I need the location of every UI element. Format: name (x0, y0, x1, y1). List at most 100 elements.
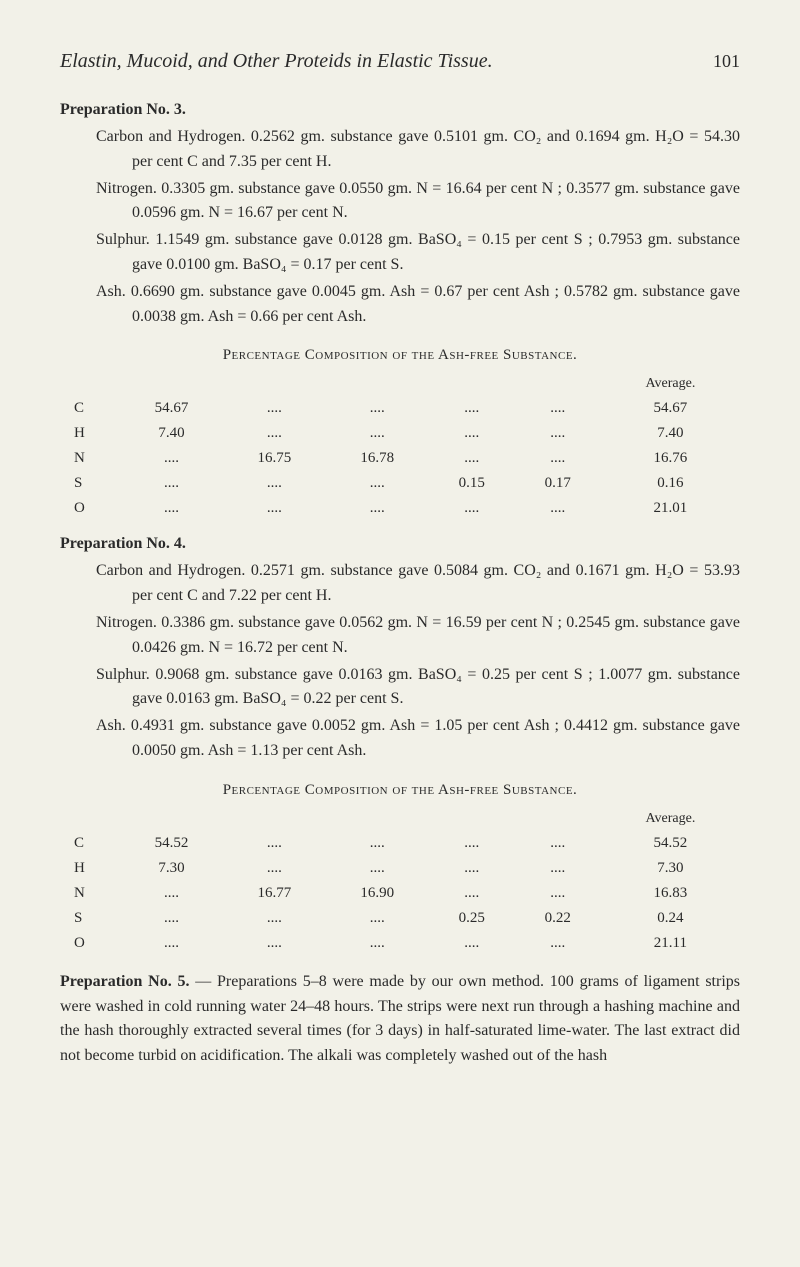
average-cell: 54.67 (601, 396, 740, 421)
value-cell: .... (429, 881, 515, 906)
value-cell: .... (326, 931, 429, 956)
value-cell: .... (515, 856, 601, 881)
table-row: N....16.7716.90........16.83 (60, 881, 740, 906)
value-cell: .... (326, 471, 429, 496)
value-cell: .... (120, 471, 223, 496)
table-row: C54.67................54.67 (60, 396, 740, 421)
value-cell: .... (515, 831, 601, 856)
prep4-table-title: Percentage Composition of the Ash-free S… (60, 782, 740, 799)
average-cell: 16.76 (601, 446, 740, 471)
value-cell: .... (515, 396, 601, 421)
prep3-table: Average. C54.67................54.67H7.4… (60, 372, 740, 521)
prep5-lead: Preparation No. 5. (60, 973, 189, 990)
average-cell: 21.01 (601, 496, 740, 521)
value-cell: .... (326, 906, 429, 931)
average-cell: 7.30 (601, 856, 740, 881)
table-row: O....................21.01 (60, 496, 740, 521)
element-cell: C (60, 831, 120, 856)
average-cell: 21.11 (601, 931, 740, 956)
element-cell: S (60, 471, 120, 496)
value-cell: .... (223, 421, 326, 446)
value-cell: .... (429, 446, 515, 471)
value-cell: .... (515, 881, 601, 906)
value-cell: .... (515, 446, 601, 471)
value-cell: .... (223, 396, 326, 421)
value-cell: 16.78 (326, 446, 429, 471)
prep3-carbon: Carbon and Hydrogen. 0.2562 gm. substanc… (60, 125, 740, 175)
prep4-table: Average. C54.52................54.52H7.3… (60, 807, 740, 956)
value-cell: .... (429, 396, 515, 421)
prep3-table-title: Percentage Composition of the Ash-free S… (60, 347, 740, 364)
value-cell: .... (429, 931, 515, 956)
table-row: H7.40................7.40 (60, 421, 740, 446)
value-cell: 0.25 (429, 906, 515, 931)
average-cell: 0.16 (601, 471, 740, 496)
table-row: S............0.250.220.24 (60, 906, 740, 931)
value-cell: .... (429, 856, 515, 881)
value-cell: .... (223, 471, 326, 496)
prep4-nitrogen: Nitrogen. 0.3386 gm. substance gave 0.05… (60, 611, 740, 661)
prep4-ash: Ash. 0.4931 gm. substance gave 0.0052 gm… (60, 714, 740, 764)
value-cell: .... (429, 831, 515, 856)
prep3-heading: Preparation No. 3. (60, 101, 740, 119)
table-row: H7.30................7.30 (60, 856, 740, 881)
running-header: Elastin, Mucoid, and Other Proteids in E… (60, 50, 740, 73)
value-cell: .... (223, 856, 326, 881)
value-cell: .... (223, 496, 326, 521)
value-cell: 54.67 (120, 396, 223, 421)
value-cell: 16.77 (223, 881, 326, 906)
prep3-nitrogen: Nitrogen. 0.3305 gm. substance gave 0.05… (60, 177, 740, 227)
value-cell: .... (429, 421, 515, 446)
element-cell: H (60, 421, 120, 446)
value-cell: 7.40 (120, 421, 223, 446)
element-cell: O (60, 496, 120, 521)
value-cell: .... (326, 831, 429, 856)
prep4-sulphur: Sulphur. 0.9068 gm. substance gave 0.016… (60, 663, 740, 713)
value-cell: 16.90 (326, 881, 429, 906)
value-cell: .... (120, 881, 223, 906)
prep3-sulphur: Sulphur. 1.1549 gm. substance gave 0.012… (60, 228, 740, 278)
value-cell: 54.52 (120, 831, 223, 856)
average-cell: 7.40 (601, 421, 740, 446)
prep4-heading: Preparation No. 4. (60, 535, 740, 553)
value-cell: 16.75 (223, 446, 326, 471)
table-row: O....................21.11 (60, 931, 740, 956)
value-cell: 7.30 (120, 856, 223, 881)
value-cell: .... (326, 856, 429, 881)
value-cell: .... (223, 906, 326, 931)
running-title: Elastin, Mucoid, and Other Proteids in E… (60, 50, 493, 73)
average-cell: 0.24 (601, 906, 740, 931)
value-cell: 0.15 (429, 471, 515, 496)
value-cell: .... (120, 906, 223, 931)
value-cell: .... (515, 931, 601, 956)
value-cell: .... (223, 831, 326, 856)
value-cell: .... (120, 496, 223, 521)
value-cell: .... (223, 931, 326, 956)
prep3-ash: Ash. 0.6690 gm. substance gave 0.0045 gm… (60, 280, 740, 330)
average-cell: 16.83 (601, 881, 740, 906)
value-cell: .... (120, 931, 223, 956)
element-cell: O (60, 931, 120, 956)
value-cell: .... (429, 496, 515, 521)
element-cell: N (60, 446, 120, 471)
element-cell: C (60, 396, 120, 421)
page-number: 101 (713, 51, 740, 72)
table-row: S............0.150.170.16 (60, 471, 740, 496)
element-cell: N (60, 881, 120, 906)
value-cell: .... (326, 396, 429, 421)
value-cell: .... (515, 421, 601, 446)
value-cell: 0.22 (515, 906, 601, 931)
value-cell: .... (515, 496, 601, 521)
element-cell: H (60, 856, 120, 881)
table-row: C54.52................54.52 (60, 831, 740, 856)
prep3-avg-label: Average. (601, 372, 740, 396)
value-cell: .... (120, 446, 223, 471)
element-cell: S (60, 906, 120, 931)
value-cell: 0.17 (515, 471, 601, 496)
value-cell: .... (326, 496, 429, 521)
table-row: N....16.7516.78........16.76 (60, 446, 740, 471)
average-cell: 54.52 (601, 831, 740, 856)
prep4-avg-label: Average. (601, 807, 740, 831)
prep5-paragraph: Preparation No. 5. — Preparations 5–8 we… (60, 970, 740, 1069)
prep4-carbon: Carbon and Hydrogen. 0.2571 gm. substanc… (60, 559, 740, 609)
